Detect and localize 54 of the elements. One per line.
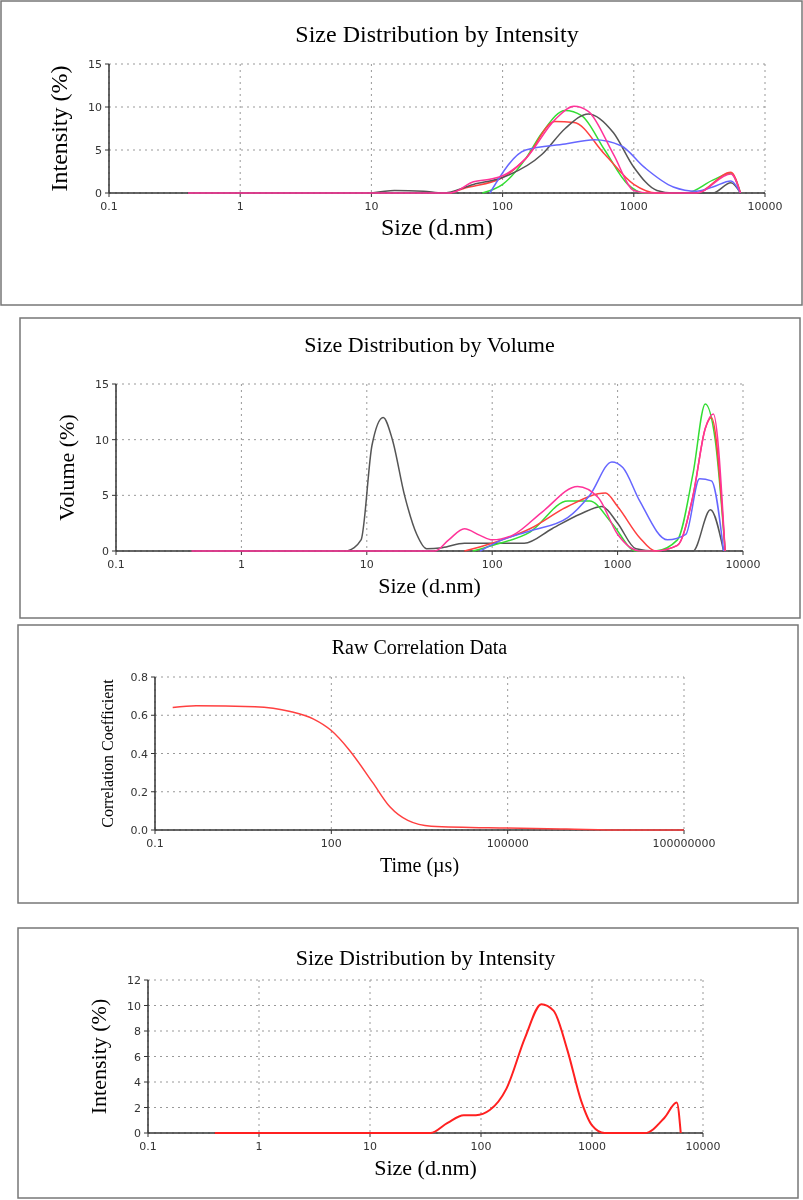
- x-tick-label: 1: [255, 1140, 263, 1153]
- y-axis-title: Volume (%): [54, 414, 79, 521]
- x-axis-title: Size (d.nm): [381, 214, 493, 240]
- y-tick-label: 10: [127, 999, 141, 1013]
- y-tick-label: 15: [88, 58, 102, 71]
- x-tick-label: 100: [320, 837, 342, 850]
- y-axis-title: Intensity (%): [86, 998, 111, 1115]
- y-tick-label: 12: [127, 974, 141, 987]
- y-tick-label: 10: [88, 101, 102, 114]
- x-axis-title: Size (d.nm): [374, 1155, 477, 1180]
- x-tick-label: 10: [364, 200, 379, 213]
- x-tick-label: 10000: [725, 558, 761, 571]
- x-tick-label: 10: [359, 558, 374, 571]
- y-tick-label: 8: [134, 1025, 141, 1038]
- x-tick-label: 1: [237, 558, 245, 571]
- y-tick-label: 2: [134, 1101, 141, 1115]
- x-tick-label: 1000: [578, 1140, 606, 1153]
- x-tick-label: 0.1: [139, 1140, 157, 1153]
- x-tick-label: 1: [236, 200, 244, 213]
- x-tick-label: 10: [363, 1140, 377, 1153]
- y-tick-label: 0: [134, 1127, 141, 1140]
- chart-title: Size Distribution by Intensity: [295, 21, 579, 47]
- x-tick-label: 100: [481, 558, 503, 571]
- y-tick-label: 4: [134, 1076, 141, 1089]
- y-tick-label: 0.8: [130, 671, 148, 684]
- y-tick-label: 5: [102, 489, 109, 503]
- y-tick-label: 5: [95, 144, 102, 157]
- x-axis-title: Size (d.nm): [378, 573, 481, 598]
- y-tick-label: 0: [95, 187, 102, 200]
- y-tick-label: 0.0: [130, 824, 148, 837]
- x-tick-label: 0.1: [146, 837, 164, 850]
- y-axis-title: Correlation Coefficient: [99, 678, 116, 828]
- x-tick-label: 100000: [486, 837, 529, 850]
- x-tick-label: 0.1: [107, 558, 125, 571]
- y-tick-label: 0.2: [130, 785, 148, 799]
- y-tick-label: 0: [102, 545, 109, 558]
- y-tick-label: 15: [95, 378, 109, 391]
- chart-title: Size Distribution by Intensity: [295, 945, 556, 970]
- x-tick-label: 100: [492, 200, 514, 213]
- y-tick-label: 0.6: [130, 709, 148, 723]
- x-tick-label: 10000: [685, 1140, 721, 1153]
- x-tick-label: 1000: [603, 558, 632, 571]
- chart-title: Size Distribution by Volume: [304, 332, 555, 357]
- x-tick-label: 0.1: [100, 200, 118, 213]
- x-tick-label: 10000: [747, 200, 783, 213]
- x-axis-title: Time (µs): [379, 854, 460, 877]
- x-tick-label: 100: [470, 1140, 492, 1153]
- y-tick-label: 10: [95, 433, 109, 447]
- y-tick-label: 6: [134, 1050, 141, 1064]
- x-tick-label: 1000: [619, 200, 648, 213]
- x-tick-label: 100000000: [652, 837, 716, 850]
- y-axis-title: Intensity (%): [46, 65, 72, 192]
- chart-title: Raw Correlation Data: [331, 636, 508, 658]
- y-tick-label: 0.4: [130, 747, 148, 761]
